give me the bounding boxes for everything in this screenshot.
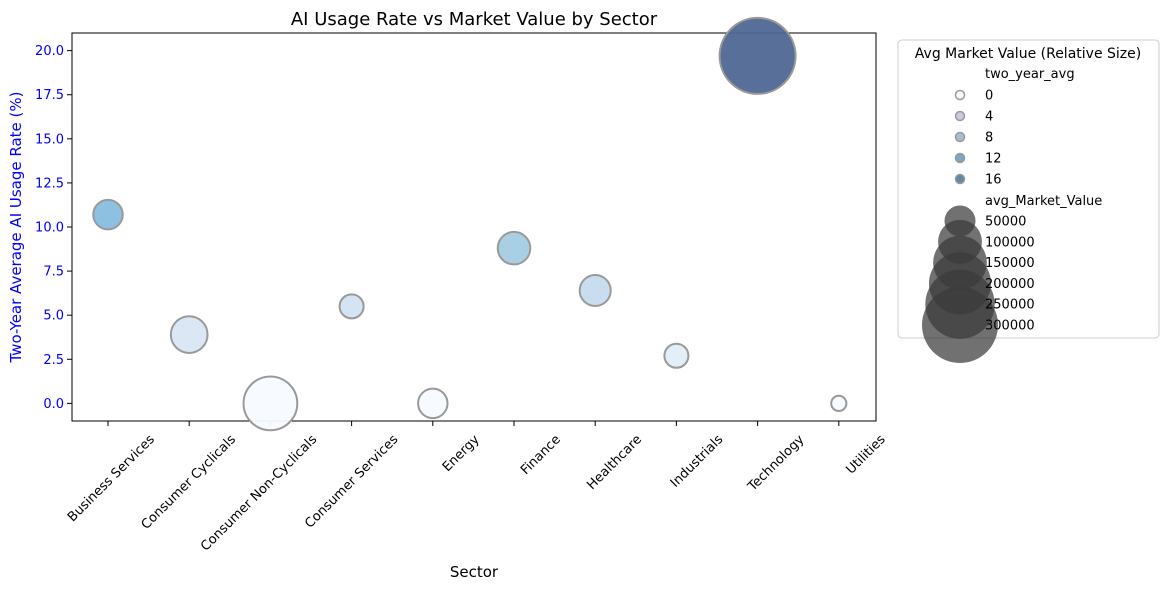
bubble-point (169, 315, 209, 354)
y-tick-label: 2.5 (43, 353, 64, 368)
bubble-point (417, 387, 449, 420)
legend-size-label: 300000 (985, 319, 1035, 334)
legend-hue-label: 0 (985, 89, 993, 104)
legend-size-label: 150000 (985, 256, 1035, 271)
legend-hue-marker (954, 110, 966, 122)
bubble-point (338, 293, 365, 320)
y-tick-label: 20.0 (35, 44, 64, 59)
legend-size-title: avg_Market_Value (985, 194, 1102, 209)
x-tick-label: Energy (440, 432, 483, 475)
legend-size-marker (922, 287, 998, 363)
legend-size-label: 250000 (985, 298, 1035, 313)
bubble-point (718, 16, 797, 95)
x-tick-label: Utilities (843, 432, 888, 477)
legend-hue-label: 12 (985, 152, 1002, 167)
legend: Avg Market Value (Relative Size) two_yea… (897, 39, 1160, 363)
bubble-point (242, 375, 299, 432)
y-tick-label: 5.0 (43, 309, 64, 324)
chart-title: AI Usage Rate vs Market Value by Sector (291, 9, 658, 30)
plot-area (71, 32, 877, 422)
legend-title: Avg Market Value (Relative Size) (915, 46, 1141, 62)
legend-size-label: 100000 (985, 235, 1035, 250)
y-tick-label: 15.0 (35, 132, 64, 147)
y-axis-label: Two-Year Average AI Usage Rate (%) (7, 91, 25, 363)
legend-hue-title: two_year_avg (985, 67, 1075, 82)
bubble-point (496, 230, 532, 266)
x-tick-label: Finance (518, 432, 564, 478)
bubble-point (578, 273, 612, 308)
bubble-point (92, 198, 124, 231)
y-tick-label: 0.0 (43, 397, 64, 412)
x-tick-label: Industrials (668, 432, 727, 491)
x-tick-label: Consumer Services (302, 432, 401, 531)
y-tick-label: 12.5 (35, 176, 64, 191)
bubble-point (663, 342, 690, 369)
y-tick-label: 10.0 (35, 221, 64, 236)
y-axis: 0.0 2.5 5.0 7.5 10.0 12.5 15.0 17.5 20.0 (35, 44, 72, 412)
bubble-series (92, 16, 848, 432)
legend-hue-label: 8 (985, 131, 993, 146)
legend-size-entries: 50000 100000 150000 200000 250000 300000 (922, 205, 1035, 363)
x-tick-label: Technology (745, 432, 808, 495)
x-tick-label: Business Services (65, 432, 158, 525)
legend-hue-label: 4 (985, 110, 993, 125)
y-tick-label: 17.5 (35, 88, 64, 103)
legend-size-label: 50000 (985, 215, 1026, 230)
y-tick-label: 7.5 (43, 265, 64, 280)
x-tick-label: Healthcare (584, 432, 645, 493)
legend-hue-marker (954, 131, 966, 143)
legend-hue-marker (954, 89, 966, 101)
legend-hue-marker (954, 173, 966, 185)
bubble-point (830, 394, 848, 412)
x-axis-label: Sector (450, 563, 499, 581)
legend-size-label: 200000 (985, 277, 1035, 292)
legend-hue-label: 16 (985, 173, 1002, 188)
legend-hue-marker (954, 152, 966, 164)
legend-hue-entries: 0 4 8 12 16 (954, 89, 1002, 188)
